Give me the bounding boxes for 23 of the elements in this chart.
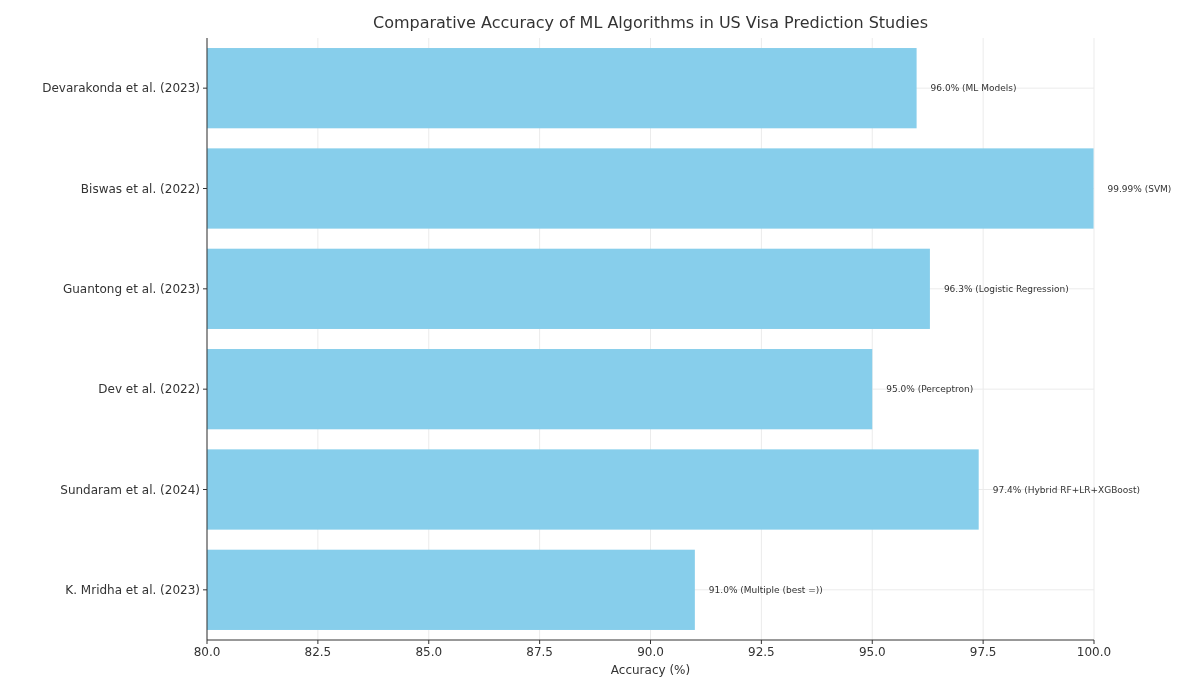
y-tick-label: Sundaram et al. (2024) bbox=[60, 482, 200, 497]
chart-title: Comparative Accuracy of ML Algorithms in US Visa Prediction Studies bbox=[372, 13, 929, 32]
y-tick-label: K. Mridha et al. (2023) bbox=[65, 583, 200, 598]
y-tick-label: Dev et al. (2022) bbox=[98, 382, 200, 397]
y-tick-label: Biswas et al. (2022) bbox=[80, 181, 200, 196]
data-label: 96.0% (ML Models) bbox=[930, 83, 1017, 94]
data-label: 91.0% (Multiple (best =)) bbox=[708, 584, 823, 595]
x-tick-label: 97.5 bbox=[969, 645, 997, 659]
data-label: 99.99% (SVM) bbox=[1107, 183, 1172, 194]
x-axis-title: Accuracy (%) bbox=[610, 663, 691, 677]
y-tick-label: Guantong et al. (2023) bbox=[62, 282, 200, 297]
x-tick-label: 80.0 bbox=[193, 645, 221, 659]
data-label: 96.3% (Logistic Regression) bbox=[943, 283, 1069, 294]
x-tick-label: 90.0 bbox=[637, 645, 664, 659]
y-tick-label: Devarakonda et al. (2023) bbox=[42, 81, 200, 96]
data-label: 97.4% (Hybrid RF+LR+XGBoost) bbox=[992, 484, 1141, 495]
x-tick-label: 87.5 bbox=[526, 645, 553, 659]
x-tick-label: 82.5 bbox=[304, 645, 332, 659]
x-tick-label: 100.0 bbox=[1076, 645, 1112, 659]
x-tick-label: 85.0 bbox=[415, 645, 443, 659]
x-tick-label: 95.0 bbox=[858, 645, 886, 659]
data-label: 95.0% (Perceptron) bbox=[886, 384, 974, 395]
x-tick-label: 92.5 bbox=[748, 645, 775, 659]
